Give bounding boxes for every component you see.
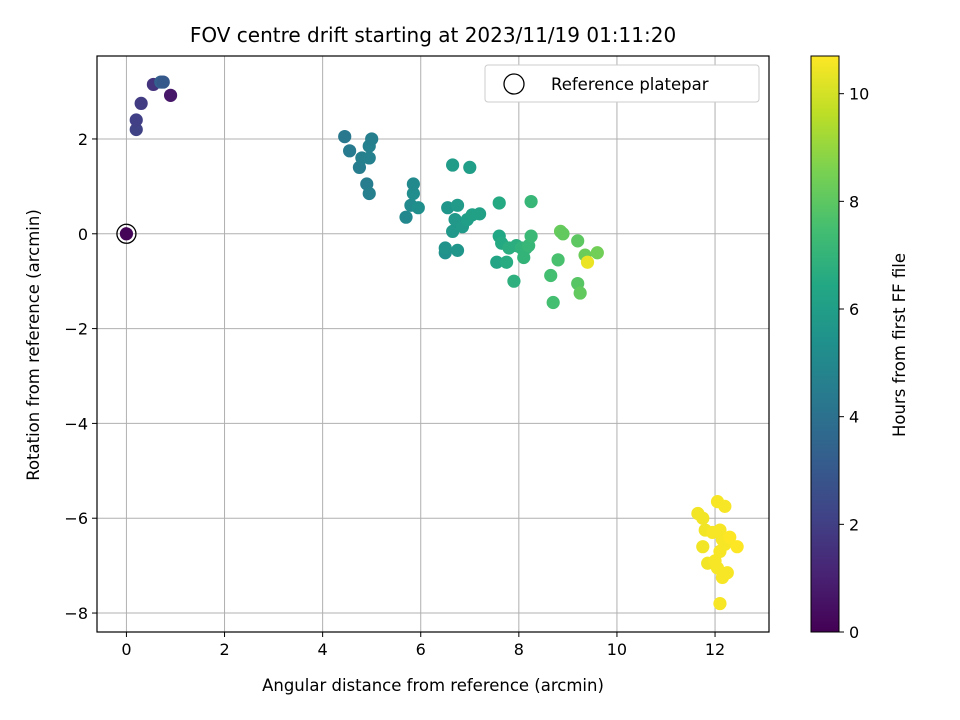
- data-point: [499, 255, 514, 269]
- colorbar-tick-label: 8: [849, 192, 859, 211]
- data-point: [696, 540, 710, 554]
- colorbar-tick-label: 10: [849, 85, 869, 104]
- y-tick-label: −2: [64, 320, 88, 339]
- colorbar-label: Hours from first FF file: [890, 253, 909, 437]
- x-tick-label: 12: [705, 640, 725, 659]
- x-tick-label: 6: [416, 640, 426, 659]
- data-point: [450, 243, 465, 257]
- data-point: [524, 229, 538, 243]
- x-axis-label: Angular distance from reference (arcmin): [262, 676, 604, 695]
- data-point: [163, 88, 178, 102]
- reference-marker: [116, 223, 137, 244]
- reference-point: [116, 223, 137, 244]
- data-point: [551, 253, 565, 267]
- data-point: [524, 194, 538, 209]
- plot-frame: [96, 55, 770, 633]
- y-tick-label: −6: [64, 509, 88, 528]
- x-axis-ticks: 0 2 4 6 8 10 12: [121, 632, 725, 659]
- chart-title: FOV centre drift starting at 2023/11/19 …: [190, 23, 676, 47]
- colorbar-tick-label: 0: [849, 623, 859, 642]
- data-point: [156, 75, 170, 89]
- data-point: [730, 540, 744, 554]
- gridlines: [97, 56, 769, 632]
- data-point: [411, 201, 425, 215]
- data-point: [571, 234, 585, 248]
- legend-entry-reference: Reference platepar: [551, 75, 709, 94]
- data-point: [472, 207, 487, 221]
- data-point: [129, 122, 143, 137]
- x-tick-label: 8: [514, 640, 524, 659]
- data-point: [556, 227, 570, 241]
- y-axis-ticks: −8 −6 −4 −2 0 2: [64, 130, 97, 623]
- data-point: [546, 295, 560, 310]
- legend-box: [484, 64, 760, 103]
- colorbar: [810, 55, 840, 633]
- data-point: [723, 530, 737, 544]
- y-tick-label: −4: [64, 414, 88, 433]
- data-point: [590, 246, 604, 260]
- data-point: [438, 241, 452, 255]
- data-point: [713, 596, 727, 611]
- data-point: [718, 499, 732, 513]
- data-point: [492, 196, 506, 210]
- data-point: [399, 210, 413, 224]
- legend-marker-icon: [503, 73, 525, 95]
- data-point: [450, 198, 465, 212]
- data-point: [696, 511, 710, 525]
- x-tick-label: 2: [219, 640, 229, 659]
- x-tick-label: 10: [607, 640, 627, 659]
- scatter-points: [119, 75, 744, 611]
- data-point: [362, 151, 376, 165]
- colorbar-tick-label: 4: [849, 408, 859, 427]
- x-tick-label: 0: [121, 640, 131, 659]
- data-point: [446, 224, 460, 239]
- data-point: [406, 177, 420, 191]
- data-point: [490, 255, 504, 269]
- y-tick-label: 2: [78, 130, 88, 149]
- y-tick-label: 0: [78, 225, 88, 244]
- y-tick-label: −8: [64, 604, 88, 623]
- data-point: [338, 129, 352, 144]
- colorbar-tick-label: 6: [849, 300, 859, 319]
- data-point: [573, 286, 587, 300]
- data-point: [134, 96, 148, 111]
- data-point: [129, 113, 143, 127]
- data-point: [463, 160, 477, 175]
- data-point: [580, 255, 595, 269]
- data-point: [544, 268, 558, 283]
- colorbar-tick-label: 2: [849, 515, 859, 534]
- colorbar-ticks: 0 2 4 6 8 10: [839, 85, 869, 642]
- y-axis-label: Rotation from reference (arcmin): [24, 209, 43, 481]
- legend: Reference platepar: [484, 64, 760, 103]
- data-point: [119, 227, 134, 241]
- data-point: [365, 132, 379, 146]
- data-point: [343, 144, 357, 158]
- x-tick-label: 4: [318, 640, 328, 659]
- data-point: [720, 566, 734, 580]
- data-point: [446, 158, 460, 172]
- data-point: [362, 186, 376, 201]
- data-point: [507, 274, 521, 288]
- data-point: [406, 186, 420, 201]
